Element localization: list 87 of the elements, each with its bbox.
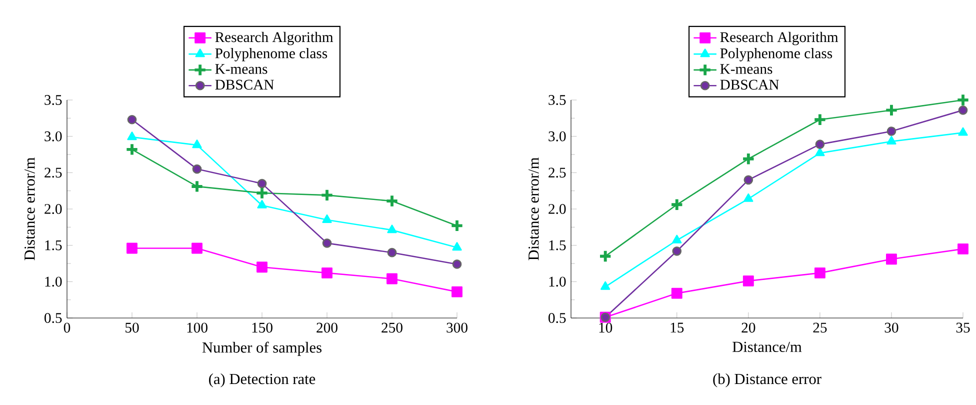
y-tick-label: 1.0 xyxy=(45,276,62,287)
point xyxy=(958,106,968,115)
x-tick-label: 20 xyxy=(742,322,756,333)
y-tick-label: 3.0 xyxy=(548,131,566,142)
text: (b) Distance error xyxy=(713,373,822,388)
x-tick-label: 30 xyxy=(884,322,898,333)
point xyxy=(815,148,825,156)
point xyxy=(670,198,684,212)
point xyxy=(192,242,202,254)
y-tick-label: 0.5 xyxy=(548,313,566,323)
x-tick-label: 10 xyxy=(599,322,612,333)
y-tick-label: 1.5 xyxy=(45,240,62,250)
point xyxy=(126,242,138,254)
point xyxy=(958,127,968,136)
point xyxy=(813,112,827,126)
x-axis-title: Number of samples xyxy=(202,342,322,356)
point xyxy=(886,126,896,136)
legend-label: K-means xyxy=(215,64,268,74)
legend-label: Research Algorithm xyxy=(720,32,838,46)
point xyxy=(127,114,137,124)
point xyxy=(190,180,204,194)
y-axis-title: Distance error/m xyxy=(528,158,539,260)
point xyxy=(742,152,756,166)
y-axis-title: Distance error/m xyxy=(24,158,35,260)
y-tick-label: 3.5 xyxy=(44,95,62,105)
point xyxy=(192,164,202,174)
y-tick-label: 2.5 xyxy=(44,168,62,178)
point xyxy=(886,136,896,144)
y-tick-label: 3.0 xyxy=(44,131,62,142)
point xyxy=(886,254,897,265)
point xyxy=(192,140,202,148)
x-tick-label: 15 xyxy=(670,322,684,333)
x-tick-label: 0 xyxy=(64,322,70,333)
legend-label: Research Algorithm xyxy=(215,32,334,46)
point xyxy=(257,200,267,208)
point xyxy=(672,234,682,244)
point xyxy=(320,188,334,202)
point xyxy=(256,262,268,273)
point xyxy=(257,178,267,188)
x-tick-label: 150 xyxy=(252,322,272,333)
point xyxy=(127,132,137,140)
x-tick-label: 35 xyxy=(956,322,970,333)
x-tick-label: 300 xyxy=(446,322,468,333)
point xyxy=(671,288,682,299)
x-tick-label: 250 xyxy=(382,322,402,333)
point xyxy=(322,267,332,278)
point xyxy=(322,238,332,248)
point xyxy=(385,194,399,208)
x-tick-label: 50 xyxy=(126,322,139,333)
point xyxy=(450,218,464,233)
point xyxy=(452,242,462,251)
point xyxy=(956,93,970,107)
point xyxy=(598,249,612,264)
point xyxy=(452,260,462,269)
point xyxy=(386,273,398,284)
x-axis-title: Distance/m xyxy=(732,342,802,352)
point xyxy=(814,267,826,278)
point xyxy=(672,246,682,256)
y-tick-label: 3.5 xyxy=(548,95,566,105)
x-tick-label: 100 xyxy=(187,322,208,333)
point xyxy=(958,244,968,254)
text: (a) Detection rate xyxy=(209,373,316,388)
point xyxy=(600,281,610,290)
x-tick-label: 200 xyxy=(316,322,338,333)
point xyxy=(255,186,269,200)
point xyxy=(744,193,754,202)
point xyxy=(744,175,754,185)
legend-label: DBSCAN xyxy=(720,80,779,90)
point xyxy=(387,248,397,258)
legend-label: Polyphenome class xyxy=(720,48,832,62)
y-tick-label: 1.0 xyxy=(549,276,566,287)
point xyxy=(815,140,825,149)
x-tick-label: 25 xyxy=(813,322,827,333)
legend-label: K-means xyxy=(720,64,772,74)
point xyxy=(884,103,898,117)
y-tick-label: 2.5 xyxy=(548,168,566,178)
point xyxy=(125,142,139,156)
y-tick-label: 0.5 xyxy=(44,313,62,323)
point xyxy=(452,286,462,298)
legend-label: Polyphenome class xyxy=(215,48,328,62)
legend-label: DBSCAN xyxy=(215,80,274,90)
y-tick-label: 2.0 xyxy=(548,204,566,214)
y-tick-label: 1.5 xyxy=(549,240,566,250)
point xyxy=(742,275,754,286)
y-tick-label: 2.0 xyxy=(44,204,62,214)
point xyxy=(387,224,397,234)
point xyxy=(322,214,332,223)
